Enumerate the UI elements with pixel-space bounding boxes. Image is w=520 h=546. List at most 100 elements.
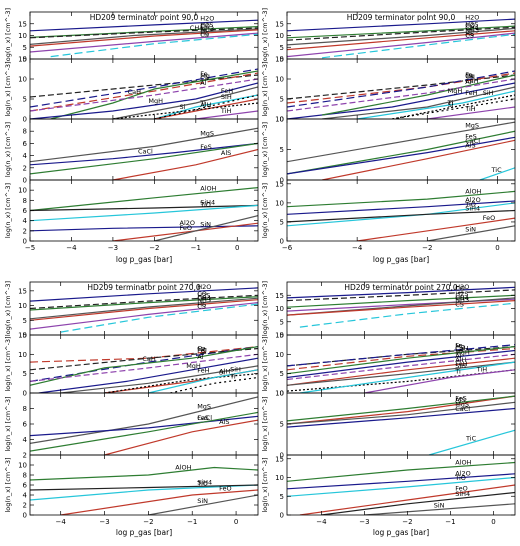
series-line-aloh (30, 187, 258, 212)
series-line-feh (112, 86, 258, 119)
series-label: AlOH (175, 463, 191, 471)
series-label: FeO (455, 485, 468, 493)
x-axis-label: log p_gas [bar] (373, 528, 429, 537)
y-tick-label: 6 (23, 140, 28, 148)
series-label: H2S (455, 290, 468, 298)
series-line-co (287, 289, 515, 302)
series-group (287, 395, 515, 455)
series-line-fe (287, 70, 515, 108)
chart-title: HD209 terminator point 270,0 (344, 283, 458, 292)
series-label: CO (197, 290, 207, 298)
y-tick-label: 10 (275, 116, 284, 124)
series-label: Ti (454, 368, 461, 376)
series-label: H2S (465, 20, 478, 28)
y-tick-label: 5 (280, 44, 284, 52)
y-tick-label: 6 (23, 421, 28, 429)
y-axis-label: log(n_x) [cm^-3] (4, 122, 12, 177)
series-group (30, 466, 258, 515)
x-tick-label: −1 (445, 518, 455, 526)
x-tick-label: −1 (187, 518, 197, 526)
series-label: TiC (465, 435, 477, 443)
series-label: Mg (455, 343, 465, 351)
series-line-si (112, 102, 258, 119)
x-tick-label: −4 (352, 244, 363, 252)
series-label: SiH4 (197, 478, 212, 486)
series-label: Ca (200, 74, 209, 82)
series-label: MgS (455, 401, 469, 409)
y-axis-label: log(n_x) [cm^-3] (261, 396, 269, 451)
series-label: NH3 (197, 296, 211, 304)
series-label: TiO (196, 480, 208, 488)
y-axis-label: log(n_x) [cm^-3] (4, 61, 12, 116)
chart-title: HD209 terminator point 90,0 (347, 13, 456, 22)
series-line-cah (50, 70, 258, 119)
series-label: AlS (221, 149, 231, 157)
series-line-nh3 (30, 299, 258, 321)
series-group (30, 346, 258, 393)
x-tick-label: −3 (108, 244, 118, 252)
series-label: CH4 (465, 24, 479, 32)
y-axis-label: log(n_x) [cm^-3] (261, 122, 269, 177)
series-line-h2o (30, 287, 258, 302)
y-tick-label: 10 (275, 390, 284, 398)
series-line-mgs (287, 121, 515, 163)
x-tick-label: −6 (282, 244, 293, 252)
series-label: SiN (197, 497, 208, 505)
y-tick-label: 5 (280, 493, 284, 501)
series-line-sin (154, 215, 258, 241)
y-tick-label: 15 (18, 287, 27, 295)
series-line-hs (30, 302, 258, 330)
series-label: CaCl (465, 137, 480, 145)
series-label: HS (455, 294, 464, 302)
series-group (287, 286, 515, 328)
series-line-tio (287, 476, 515, 497)
series-label: SiN (200, 220, 211, 228)
series-label: Ti (229, 372, 236, 380)
series-line-tic (479, 167, 515, 180)
x-tick-label: 0 (495, 244, 499, 252)
y-tick-label: 15 (275, 56, 284, 64)
series-label: Ti (199, 99, 206, 107)
series-label: MgS (465, 122, 479, 130)
y-tick-label: 8 (23, 197, 27, 205)
series-label: MgS (200, 129, 214, 137)
y-axis-label: log(n_x) [cm^-3] (4, 457, 12, 512)
series-line-nh3 (287, 30, 515, 51)
series-line-ca (287, 347, 515, 371)
series-label: MgH (186, 362, 201, 370)
series-line-sih4 (321, 491, 515, 515)
y-tick-label: 10 (18, 187, 27, 195)
panel-frame (29, 179, 259, 242)
panel-3: MgS CaCl FeS AlS 0 2 4 6 8 log(n_x) [cm^-3] (4, 118, 259, 185)
series-label: TiO (454, 474, 466, 482)
y-tick-label: 0 (280, 452, 284, 460)
series-line-tic (428, 429, 515, 455)
series-label: SiH (221, 93, 232, 101)
series-label: MgH (448, 87, 463, 95)
series-line-mg (30, 74, 258, 98)
series-line-ca (30, 72, 258, 112)
y-tick-label: 0 (280, 116, 284, 124)
x-tick-label: −1 (191, 244, 201, 252)
y-tick-label: 0 (280, 390, 284, 398)
series-group (30, 68, 258, 119)
series-line-h2o (287, 18, 515, 32)
series-label: AlH (455, 356, 466, 364)
series-label: Al2O (180, 219, 196, 227)
y-tick-label: 10 (18, 32, 27, 40)
y-axis-label: log(n_x) [cm^-3] (261, 281, 269, 336)
series-line-cacl (30, 142, 258, 166)
series-line-si (104, 373, 258, 393)
y-axis-label: log(n_x) [cm^-3] (261, 336, 269, 391)
series-label: SiH (483, 89, 494, 97)
y-tick-label: 15 (275, 455, 284, 463)
y-tick-label: 0 (23, 512, 27, 520)
series-line-cah (30, 346, 258, 386)
y-tick-label: 8 (23, 128, 27, 136)
series-line-sih4 (287, 209, 515, 223)
